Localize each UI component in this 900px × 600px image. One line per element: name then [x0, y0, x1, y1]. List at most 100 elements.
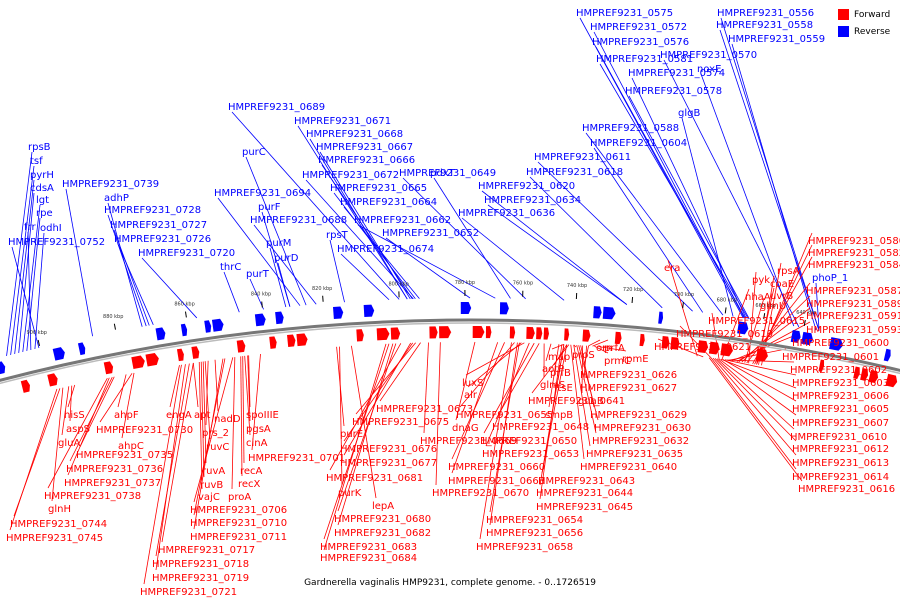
forward-gene-feature — [131, 355, 145, 370]
forward-gene-label: HMPREF9231_0580 — [808, 236, 900, 247]
forward-gene-feature — [697, 340, 709, 354]
reverse-gene-label: noxE — [697, 64, 721, 75]
reverse-gene-label: HMPREF9231_0581 — [596, 54, 693, 65]
forward-gene-label: HMPREF9231_0615 — [708, 316, 805, 327]
forward-gene-label: ruvA — [202, 466, 225, 477]
scale-tick — [37, 339, 41, 346]
label-leader-line — [459, 342, 515, 408]
forward-gene-feature — [429, 326, 438, 339]
reverse-gene-feature — [602, 306, 616, 320]
forward-gene-label: dnaG — [452, 423, 479, 434]
reverse-gene-label: odhI — [40, 223, 62, 234]
forward-gene-label: ftsE — [554, 383, 573, 394]
forward-gene-label: prfA — [604, 343, 625, 354]
label-leader-line — [107, 214, 147, 327]
label-leader-line — [718, 358, 797, 416]
forward-gene-label: HMPREF9231_0656 — [486, 528, 583, 539]
forward-gene-feature — [176, 348, 184, 362]
label-leader-line — [204, 361, 211, 440]
label-leader-line — [570, 344, 585, 460]
label-leader-line — [379, 342, 421, 402]
forward-gene-feature — [20, 379, 30, 393]
forward-gene-label: HMPREF9231_0612 — [792, 444, 889, 455]
forward-gene-feature — [853, 366, 860, 380]
forward-gene-label: prmC — [604, 356, 631, 367]
reverse-gene-label: purT — [246, 269, 270, 280]
forward-gene-label: HMPREF9231_0658 — [476, 542, 573, 553]
label-leader-line — [231, 111, 400, 300]
reverse-gene-label: cdsA — [30, 183, 54, 194]
label-leader-line — [451, 342, 499, 474]
forward-gene-label: HMPREF9231_0684 — [320, 553, 417, 564]
reverse-gene-feature — [801, 331, 813, 346]
forward-gene-label: HMPREF9231_0738 — [44, 491, 141, 502]
forward-gene-label: HMPREF9231_0629 — [590, 410, 687, 421]
strand-legend: Forward Reverse — [838, 6, 890, 40]
label-leader-line — [200, 361, 205, 478]
forward-gene-label: HMPREF9231_0670 — [432, 488, 529, 499]
reverse-gene-feature — [737, 321, 749, 335]
label-leader-line — [169, 365, 180, 408]
forward-gene-label: HMPREF9231_0735 — [76, 450, 173, 461]
forward-gene-label: HMPREF9231_0648 — [492, 422, 589, 433]
forward-gene-feature — [860, 368, 869, 381]
reverse-gene-label: HMPREF9231_0694 — [214, 188, 311, 199]
reverse-gene-label: HMPREF9231_0588 — [582, 123, 679, 134]
reverse-gene-label: purD — [274, 253, 299, 264]
reverse-gene-label: rpsB — [28, 142, 51, 153]
scale-tick — [724, 307, 727, 314]
forward-gene-feature — [191, 346, 200, 359]
label-leader-line — [343, 206, 420, 299]
scale-tick — [763, 313, 766, 320]
label-leader-line — [79, 376, 115, 448]
forward-gene-label: HMPREF9231_0711 — [190, 532, 287, 543]
label-leader-line — [744, 297, 765, 363]
forward-gene-feature — [287, 334, 296, 347]
reverse-gene-label: pyrH — [30, 170, 54, 181]
forward-gene-label: HMPREF9231_0675 — [352, 417, 449, 428]
reverse-gene-label: HMPREF9231_0664 — [340, 197, 437, 208]
reverse-gene-label: rpe — [36, 208, 53, 219]
reverse-gene-label: HMPREF9231_0572 — [590, 22, 687, 33]
label-leader-line — [253, 224, 317, 305]
label-leader-line — [489, 342, 518, 526]
reverse-gene-feature — [52, 347, 65, 361]
forward-gene-label: HMPREF9231_0669 — [420, 436, 517, 447]
scale-tick — [803, 319, 806, 326]
label-leader-line — [433, 177, 511, 299]
forward-gene-label: lepA — [372, 501, 394, 512]
label-leader-line — [588, 339, 601, 347]
forward-gene-feature — [755, 348, 768, 362]
forward-gene-label: HMPREF9231_0645 — [536, 502, 633, 513]
label-leader-line — [712, 357, 797, 456]
scale-tick-label: 660 kbp — [755, 303, 775, 309]
forward-gene-label: HMPREF9231_0584 — [808, 260, 900, 271]
forward-gene-label: HMPREF9231_0626 — [580, 370, 677, 381]
forward-gene-label: guaB — [578, 396, 604, 407]
label-leader-line — [65, 188, 93, 337]
forward-gene-label: alr — [464, 390, 478, 401]
label-leader-line — [47, 377, 108, 489]
reverse-gene-label: HMPREF9231_0728 — [104, 205, 201, 216]
label-leader-line — [485, 342, 530, 447]
forward-gene-feature — [639, 333, 645, 347]
label-leader-line — [51, 387, 64, 502]
scale-ticks: 640 kbp 660 kbp 680 kbp 700 kbp 720 kbp 740 k… — [27, 280, 817, 346]
scale-tick-label: 900 kbp — [27, 330, 47, 336]
label-leader-line — [61, 386, 70, 436]
label-leader-line — [461, 217, 565, 301]
label-leader-line — [455, 341, 476, 421]
reverse-gene-label: HMPREF9231_0752 — [8, 237, 105, 248]
forward-gene-label: HMPREF9231_0610 — [790, 432, 887, 443]
forward-gene-label: HMPREF9231_0701 — [248, 453, 345, 464]
label-leader-line — [247, 355, 251, 422]
label-leader-line — [143, 364, 182, 585]
label-leader-line — [277, 262, 291, 307]
reverse-gene-label: HMPREF9231_0558 — [716, 20, 813, 31]
label-leader-line — [483, 342, 535, 434]
reverse-gene-label: HMPREF9231_0667 — [316, 142, 413, 153]
label-leader-line — [248, 355, 251, 408]
forward-gene-label: engA — [166, 410, 192, 421]
forward-gene-label: HMPREF9231_0663 — [448, 476, 545, 487]
reverse-gene-feature — [275, 311, 284, 325]
